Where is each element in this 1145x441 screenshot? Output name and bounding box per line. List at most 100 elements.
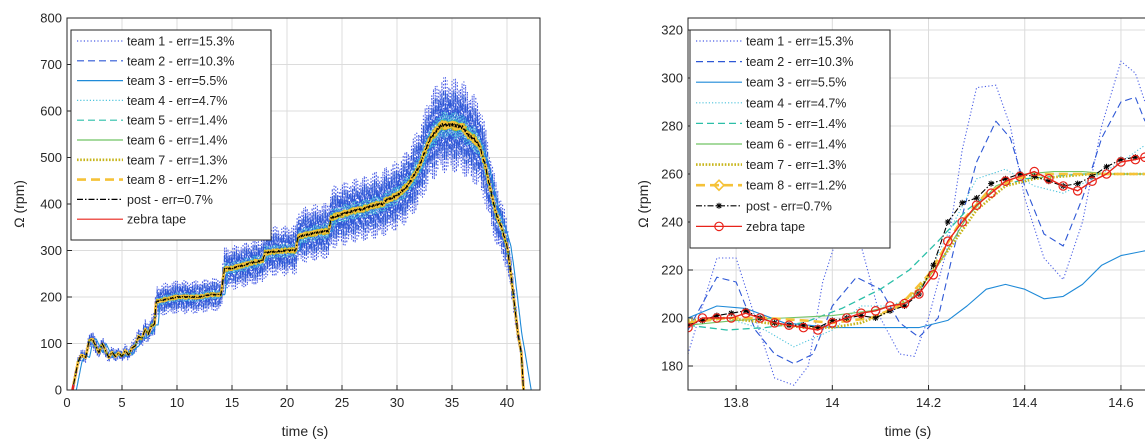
right-point-zebra [942, 236, 953, 246]
right-legend-label-post: post - err=0.7% [746, 199, 832, 213]
right-point-post [959, 199, 966, 206]
left-chart: 0 5 10 15 20 25 30 35 40010020030040050060070080… [11, 11, 541, 439]
right-x-tick-label: 13.8 [723, 395, 748, 410]
right-point-zebra [841, 313, 852, 323]
right-point-post [1103, 163, 1110, 170]
left-y-axis-label: Ω (rpm) [11, 180, 27, 228]
right-point-zebra [870, 305, 881, 316]
right-point-zebra [827, 317, 838, 328]
left-legend-label-team8: team 8 - err=1.2% [127, 173, 227, 187]
left-y-tick-label: 200 [40, 290, 62, 305]
left-legend-label-team6: team 6 - err=1.4% [127, 134, 227, 148]
right-point-zebra [1058, 181, 1069, 191]
right-point-zebra [784, 320, 794, 330]
right-point-post [930, 262, 937, 269]
left-legend-label-team7: team 7 - err=1.3% [127, 153, 227, 167]
right-point-post [973, 195, 980, 201]
left-x-tick-label: 15 [225, 395, 239, 410]
right-legend-label-team3: team 3 - err=5.5% [746, 76, 846, 90]
right-legend-label-team5: team 5 - err=1.4% [746, 117, 846, 131]
right-point-post [872, 315, 879, 321]
right-chart: 13.8 14 14.2 14.4 14.6 180 200 220 240 260 280 300 3… [635, 17, 1145, 439]
right-point-zebra [712, 313, 722, 323]
right-point-zebra [769, 317, 780, 328]
right-series [688, 60, 1145, 386]
right-legend-box [689, 29, 891, 249]
right-point-zebra [740, 308, 751, 318]
right-point-zebra [798, 322, 809, 333]
right-point-zebra [1116, 157, 1126, 167]
right-y-tick-label: 320 [661, 23, 683, 38]
right-point-zebra [971, 200, 982, 210]
left-legend-label-post: post - err=0.7% [127, 193, 213, 207]
left-x-tick-label: 0 [63, 395, 70, 410]
right-point-zebra [1000, 176, 1011, 186]
right-point-zebra [885, 301, 895, 311]
right-point-zebra [957, 217, 967, 227]
left-x-tick-label: 40 [500, 395, 514, 410]
right-point-zebra [914, 289, 924, 299]
right-point-zebra [755, 313, 765, 323]
right-point-zebra [899, 298, 910, 309]
left-x-tick-label: 10 [170, 395, 184, 410]
right-y-tick-label: 240 [661, 215, 683, 230]
right-point-zebra [1140, 152, 1145, 162]
left-series [71, 76, 532, 390]
right-point-zebra [1101, 169, 1112, 179]
right-point-zebra [856, 308, 866, 318]
right-x-tick-label: 14.6 [1108, 395, 1133, 410]
right-point-zebra [1015, 171, 1025, 182]
left-legend-label-zebra: zebra tape [127, 213, 186, 227]
right-point-zebra [1029, 166, 1040, 177]
right-y-tick-label: 200 [661, 311, 683, 326]
right-y-tick-label: 220 [661, 263, 683, 278]
right-legend-label-team2: team 2 - err=10.3% [746, 55, 853, 69]
right-legend-label-team4: team 4 - err=4.7% [746, 96, 846, 110]
right-legend-marker-post [716, 202, 722, 209]
left-x-axis-label: time (s) [282, 423, 329, 439]
left-legend-label-team2: team 2 - err=10.3% [127, 54, 234, 68]
right-point-post [944, 219, 951, 225]
left-legend-label-team4: team 4 - err=4.7% [127, 94, 227, 108]
right-x-tick-label: 14.4 [1012, 395, 1037, 410]
left-legend: team 1 - err=15.3% team 2 - err=10.3% team… [70, 29, 272, 241]
left-series-post [73, 122, 525, 390]
left-y-tick-label: 300 [40, 243, 62, 258]
left-legend-box [70, 29, 272, 241]
left-x-tick-label: 30 [390, 395, 404, 410]
left-y-tick-label: 800 [40, 11, 62, 26]
right-axes-frame [687, 17, 1145, 391]
right-x-tick-label: 14 [825, 395, 839, 410]
right-series-team2 [688, 96, 1145, 365]
left-legend-label-team1: team 1 - err=15.3% [127, 35, 234, 49]
right-y-tick-label: 260 [661, 167, 683, 182]
left-y-tick-label: 500 [40, 150, 62, 165]
left-y-tick-label: 700 [40, 57, 62, 72]
right-legend-label-team6: team 6 - err=1.4% [746, 138, 846, 152]
right-point-post [1089, 173, 1096, 180]
right-point-zebra [1043, 174, 1054, 184]
right-legend-marker-team8 [712, 179, 726, 192]
right-x-axis-label: time (s) [885, 423, 932, 439]
right-point-zebra [697, 313, 708, 323]
left-ticks: 0 5 10 15 20 25 30 35 40010020030040050060070080… [40, 11, 514, 411]
right-point-zebra [1072, 186, 1083, 196]
left-y-tick-label: 400 [40, 197, 62, 212]
right-legend-label-team7: team 7 - err=1.3% [746, 158, 846, 172]
right-legend: team 1 - err=15.3% team 2 - err=10.3% team… [689, 29, 891, 249]
right-ticks: 13.8 14 14.2 14.4 14.6 180 200 220 240 260 280 300 3… [661, 23, 1133, 411]
left-legend-label-team3: team 3 - err=5.5% [127, 74, 227, 88]
right-legend-label-zebra: zebra tape [746, 220, 805, 234]
left-x-tick-label: 35 [445, 395, 459, 410]
right-y-tick-label: 280 [661, 119, 683, 134]
right-point-post [1074, 180, 1081, 187]
right-point-post [988, 180, 995, 187]
right-point-zebra [688, 322, 693, 333]
left-x-tick-label: 25 [335, 395, 349, 410]
left-y-tick-label: 0 [55, 383, 62, 398]
left-y-tick-label: 100 [40, 336, 62, 351]
right-point-zebra [726, 313, 737, 323]
right-series-zebra [688, 156, 1145, 331]
right-point-zebra [813, 325, 823, 335]
